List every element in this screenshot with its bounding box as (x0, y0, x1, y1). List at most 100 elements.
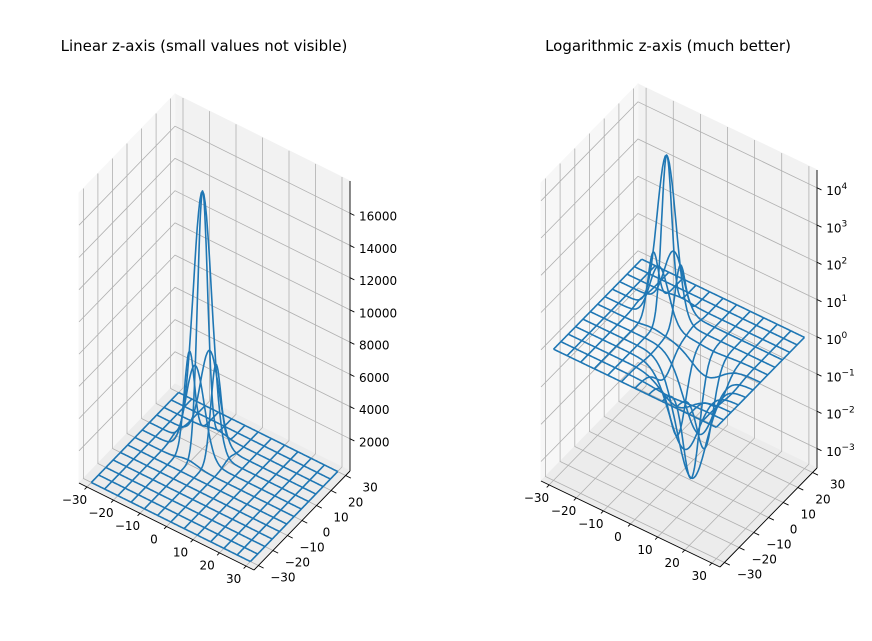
y-tick-mark (783, 502, 789, 506)
z-tick-mark (816, 373, 822, 377)
z-tick-mark (349, 245, 355, 249)
z-tick-label: 100 (826, 331, 847, 347)
x-tick-mark (216, 552, 220, 556)
y-tick-mark (258, 565, 264, 569)
x-tick-mark (243, 565, 247, 569)
y-tick-label: −20 (285, 556, 310, 570)
x-tick-mark (573, 497, 577, 501)
z-tick-mark (349, 212, 355, 216)
y-tick-mark (301, 520, 308, 524)
z-tick-mark (816, 187, 822, 191)
wire-line (156, 349, 317, 495)
y-gridline (633, 88, 813, 473)
z-tick-label: 10−1 (826, 369, 855, 385)
x-tick-label: 20 (664, 556, 679, 570)
x-gridline (603, 114, 701, 512)
z-tick-mark (816, 224, 822, 228)
y-tick-label: −20 (752, 553, 777, 567)
wire-line (163, 406, 324, 488)
z-tick-label: 101 (826, 294, 847, 310)
x-tick-mark (654, 536, 658, 540)
wire-line (134, 436, 295, 518)
y-tick-label: 0 (790, 523, 798, 537)
wire-line (560, 340, 724, 421)
x-tick-mark (110, 499, 114, 503)
wire-line (567, 333, 732, 414)
z-gridline (540, 250, 818, 351)
z-tick-label: 8000 (359, 339, 390, 353)
z-tick-label: 12000 (359, 274, 397, 288)
y-tick-label: 10 (801, 508, 816, 522)
z-gridline (78, 351, 351, 452)
wire-line (90, 481, 251, 563)
y-tick-mark (797, 487, 804, 491)
z-gridline (540, 138, 818, 239)
right-panel-title: Logarithmic z-axis (much better) (545, 37, 791, 55)
surface-wireframe (90, 190, 339, 563)
z-gridline (78, 157, 351, 258)
x-tick-label: −10 (115, 519, 140, 533)
wire-line (112, 459, 273, 540)
x-gridline (684, 153, 783, 551)
x-tick-mark (84, 486, 88, 490)
z-gridline (78, 319, 351, 419)
wire-line (582, 318, 747, 480)
wire-line (98, 474, 259, 555)
x-tick-mark (627, 523, 631, 527)
z-gridline (78, 286, 351, 387)
z-gridline (540, 101, 818, 202)
x-tick-mark (163, 526, 167, 530)
wire-line (597, 303, 761, 384)
x-tick-label: 30 (692, 569, 707, 583)
z-tick-label: 104 (826, 182, 847, 198)
z-tick-mark (349, 373, 355, 377)
y-gridline (618, 103, 799, 488)
z-tick-mark (816, 261, 822, 265)
z-tick-mark (349, 277, 355, 281)
x-tick-label: 10 (637, 543, 652, 557)
wire-line (634, 265, 798, 346)
y-tick-mark (724, 562, 730, 566)
x-tick-mark (709, 562, 713, 566)
z-tick-mark (349, 438, 355, 442)
x-tick-label: −20 (551, 504, 576, 518)
z-gridline (540, 175, 818, 276)
x-tick-label: −30 (62, 493, 87, 507)
z-gridline (78, 254, 351, 355)
x-gridline (657, 140, 755, 538)
wire-line (604, 265, 769, 376)
wire-line (611, 154, 776, 369)
wire-line (626, 273, 791, 354)
wire-line (141, 364, 302, 510)
x-gridline (711, 166, 810, 564)
y-tick-label: 30 (830, 478, 845, 492)
y-tick-label: 20 (348, 496, 363, 510)
y-gridline (559, 163, 740, 548)
y-tick-mark (330, 490, 337, 494)
y-tick-label: 0 (323, 526, 331, 540)
x-tick-mark (137, 513, 141, 517)
x-tick-label: −10 (578, 517, 603, 531)
y-tick-label: 20 (815, 493, 830, 507)
wire-line (120, 451, 280, 533)
wire-line (619, 250, 783, 361)
z-gridline (78, 125, 351, 226)
z-tick-mark (816, 336, 822, 340)
y-tick-mark (345, 475, 352, 479)
z-gridline (78, 190, 351, 290)
z-tick-label: 4000 (359, 403, 390, 417)
z-tick-mark (349, 341, 355, 345)
z-tick-mark (349, 309, 355, 313)
z-tick-mark (816, 299, 822, 303)
y-tick-label: −10 (766, 538, 791, 552)
x-gridline (548, 87, 647, 486)
x-gridline (630, 127, 728, 525)
x-tick-label: 10 (173, 546, 188, 560)
wire-line (575, 325, 739, 451)
z-tick-label: 10−2 (826, 406, 855, 422)
z-gridline (540, 324, 818, 425)
x-tick-label: 30 (226, 572, 241, 586)
